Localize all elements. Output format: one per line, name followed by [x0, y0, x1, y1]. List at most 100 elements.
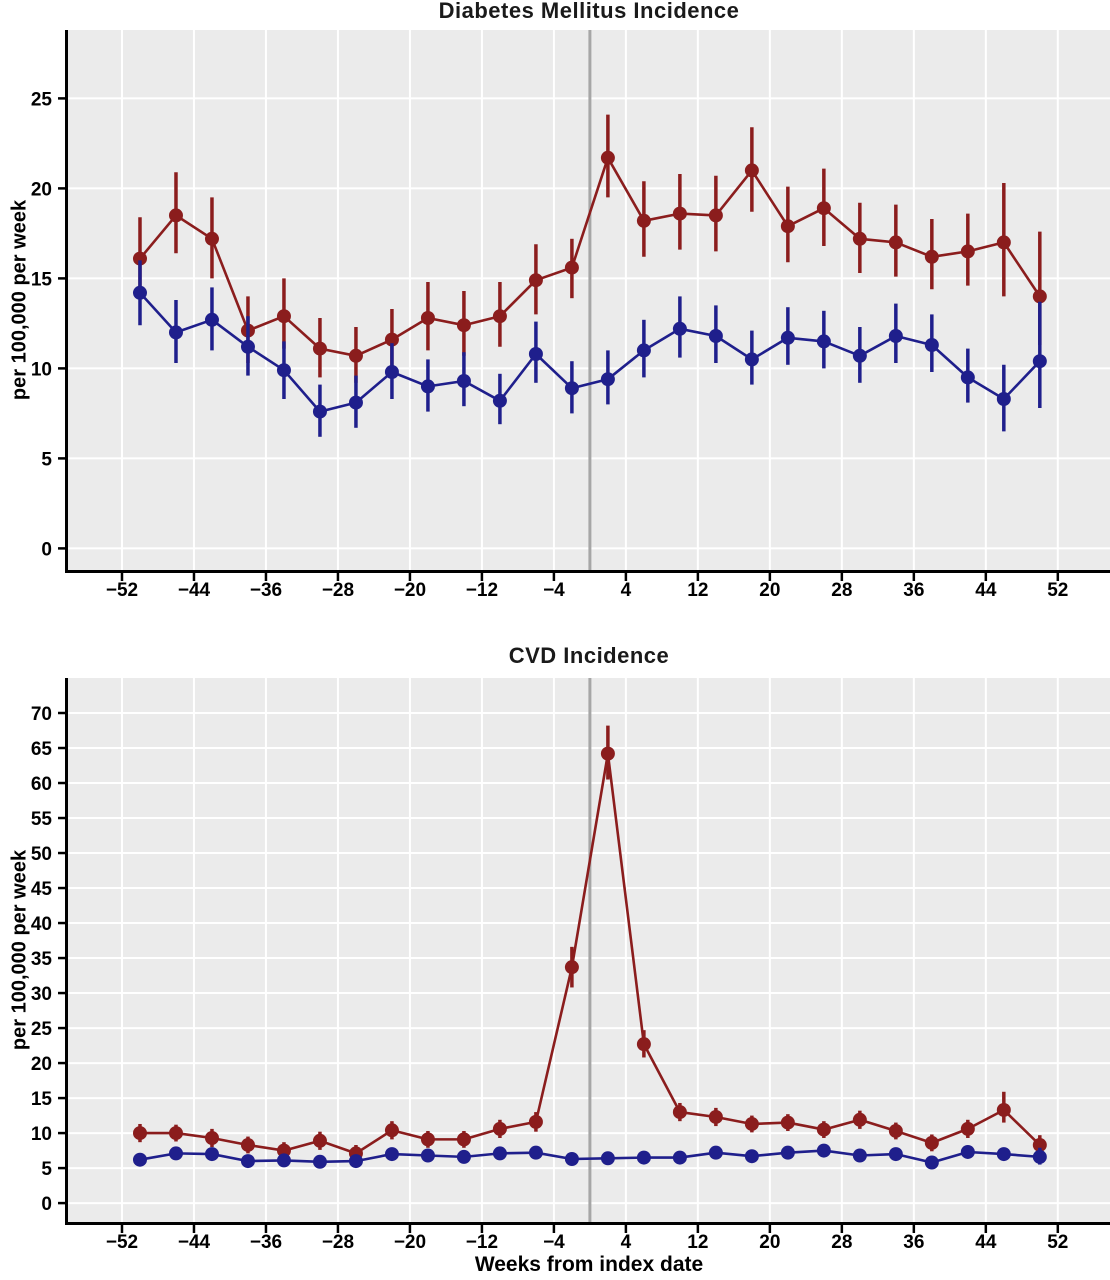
blue-series-data-point: [852, 1148, 867, 1163]
blue-series-data-point: [528, 1145, 543, 1160]
blue-series-data-point: [240, 339, 255, 354]
y-tick-label: 50: [31, 844, 52, 865]
blue-series-data-point: [348, 1154, 363, 1169]
blue-series-data-point: [312, 1154, 327, 1169]
red-series-data-point: [996, 1102, 1011, 1117]
red-series-data-point: [672, 1105, 687, 1120]
blue-series-data-point: [672, 1150, 687, 1165]
y-tick-label: 5: [41, 1159, 52, 1180]
blue-series-data-point: [888, 329, 903, 343]
y-tick-label: 10: [31, 359, 52, 380]
red-series-data-point: [672, 206, 687, 221]
red-series-data-point: [744, 1116, 759, 1131]
red-series-data-point: [600, 746, 615, 761]
x-tick-label: −12: [466, 1232, 498, 1253]
x-tick-label: 28: [831, 580, 852, 601]
blue-series-data-point: [384, 1147, 399, 1162]
blue-series-data-point: [492, 393, 507, 408]
y-tick-label: 10: [31, 1124, 52, 1145]
x-tick-label: 12: [687, 580, 708, 601]
red-series-data-point: [456, 318, 471, 333]
x-tick-label: 44: [975, 1232, 997, 1253]
x-tick-label: 4: [621, 1232, 632, 1253]
blue-series-data-point: [276, 363, 291, 378]
red-series-data-point: [276, 309, 291, 324]
red-series-data-point: [528, 1114, 543, 1129]
red-series-data-point: [744, 163, 759, 178]
chart1-title: Diabetes Mellitus Incidence: [438, 0, 740, 23]
x-tick-label: 44: [975, 580, 997, 601]
blue-series-data-point: [204, 312, 219, 327]
red-series-data-point: [708, 208, 723, 223]
blue-series-data-point: [996, 392, 1011, 406]
red-series-data-point: [312, 341, 327, 356]
blue-series-data-point: [708, 329, 723, 343]
y-tick-label: 30: [31, 984, 52, 1005]
x-tick-label: −36: [250, 1232, 282, 1253]
red-series-data-point: [600, 150, 615, 165]
red-series-data-point: [384, 332, 399, 347]
blue-series-data-point: [600, 1151, 615, 1166]
red-series-data-point: [708, 1109, 723, 1124]
blue-series-data-point: [708, 1145, 723, 1160]
red-series-data-point: [852, 1112, 867, 1127]
x-tick-label: −36: [250, 580, 282, 601]
blue-series-data-point: [420, 1148, 435, 1163]
blue-series-data-point: [456, 1149, 471, 1164]
blue-series-data-point: [780, 330, 795, 345]
x-tick-label: 36: [903, 1232, 924, 1253]
red-series-data-point: [564, 260, 579, 275]
red-series-data-point: [348, 348, 363, 363]
blue-series-data-point: [852, 348, 867, 363]
x-tick-label: −44: [178, 580, 211, 601]
blue-series-data-point: [420, 379, 435, 394]
y-tick-label: 20: [31, 179, 52, 200]
y-tick-label: 60: [31, 774, 52, 795]
blue-series-data-point: [168, 325, 183, 340]
red-series-data-point: [960, 1121, 975, 1136]
red-series-data-point: [888, 235, 903, 250]
blue-series-data-point: [132, 285, 147, 300]
red-series-data-point: [996, 235, 1011, 250]
blue-series-data-point: [636, 1150, 651, 1165]
y-tick-label: 25: [31, 1019, 53, 1040]
x-axis-title: Weeks from index date: [474, 1253, 704, 1276]
red-series-data-point: [420, 311, 435, 325]
red-series-data-point: [564, 960, 579, 975]
blue-series-data-point: [204, 1147, 219, 1162]
red-series-data-point: [636, 1037, 651, 1052]
blue-series-data-point: [456, 374, 471, 388]
y-tick-label: 40: [31, 914, 52, 935]
x-tick-label: 36: [903, 580, 924, 601]
red-series-data-point: [168, 208, 183, 223]
x-tick-label: −28: [322, 1232, 354, 1253]
blue-series-data-point: [564, 1151, 579, 1166]
red-series-data-point: [384, 1123, 399, 1138]
red-series-data-point: [204, 1130, 219, 1145]
y-tick-label: 5: [41, 449, 52, 470]
x-tick-label: 4: [621, 580, 632, 601]
red-series-data-point: [492, 309, 507, 324]
blue-series-data-point: [744, 352, 759, 367]
red-series-data-point: [1032, 289, 1047, 304]
blue-series-data-point: [780, 1145, 795, 1160]
blue-series-data-point: [168, 1146, 183, 1161]
y-tick-label: 70: [31, 704, 52, 725]
red-series-data-point: [240, 1137, 255, 1152]
blue-series-data-point: [960, 370, 975, 385]
blue-series-data-point: [492, 1146, 507, 1161]
blue-series-data-point: [816, 334, 831, 349]
x-tick-label: −44: [178, 1232, 211, 1253]
blue-series-data-point: [816, 1143, 831, 1158]
blue-series-data-point: [888, 1147, 903, 1162]
y-tick-label: 0: [41, 539, 52, 560]
x-tick-label: −52: [106, 1232, 138, 1253]
y-tick-label: 65: [31, 739, 53, 760]
y-tick-label: 15: [31, 269, 53, 290]
y-tick-label: 20: [31, 1054, 52, 1075]
x-tick-label: −4: [543, 580, 565, 601]
blue-series-data-point: [600, 372, 615, 387]
blue-series-data-point: [636, 343, 651, 358]
red-series-data-point: [312, 1133, 327, 1148]
